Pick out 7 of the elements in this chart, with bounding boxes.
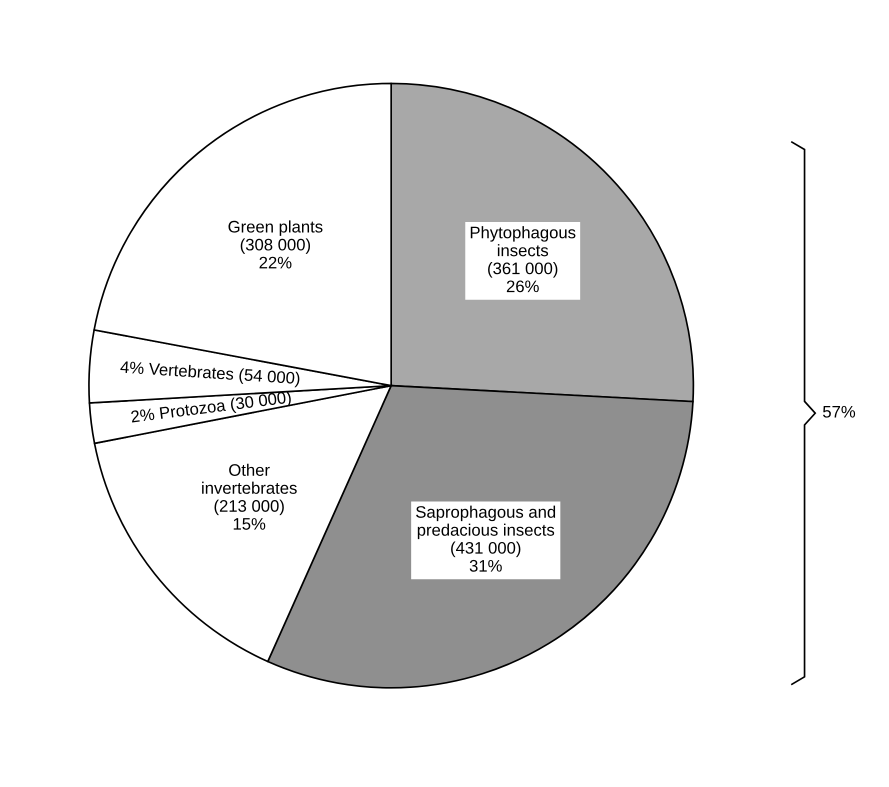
slice-label: Other invertebrates (213 000) 15% (202, 464, 297, 530)
slice-label: Saprophagous and predacious insects (431 000) 31% (416, 506, 556, 572)
text: 57% (822, 406, 856, 418)
slice-label: 4% Vertebrates (54 000) (120, 360, 300, 388)
slice-label: Phytophagous insects (361 000) 26% (470, 226, 576, 292)
slice-label: Green plants (308 000) 22% (228, 220, 322, 268)
slice-label: 2% Protozoa (30 000) (130, 390, 292, 426)
